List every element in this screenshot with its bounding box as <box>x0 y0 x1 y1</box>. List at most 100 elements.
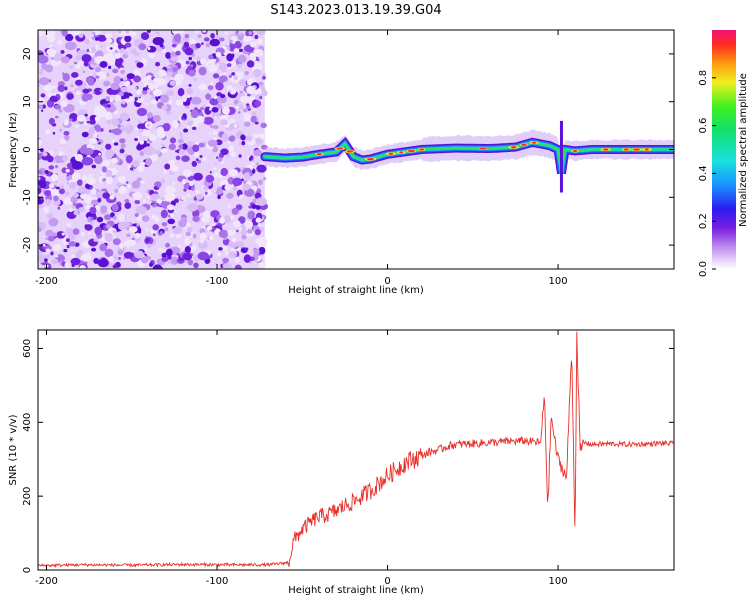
track-hotspot-core <box>346 150 354 153</box>
noise-speck <box>113 75 122 85</box>
noise-speck <box>112 238 121 246</box>
noise-speck <box>82 88 90 94</box>
noise-speck <box>65 168 70 173</box>
noise-speck <box>203 116 214 125</box>
noise-speck <box>171 56 178 62</box>
noise-speck <box>40 93 46 98</box>
noise-speck <box>246 60 255 68</box>
noise-speck <box>97 258 109 268</box>
noise-speck <box>119 148 125 154</box>
noise-speck <box>78 60 84 66</box>
noise-speck <box>64 262 70 268</box>
noise-speck <box>186 125 190 129</box>
noise-speck <box>130 48 137 55</box>
noise-speck <box>38 97 44 102</box>
noise-speck <box>38 30 44 37</box>
y-tick-label-top: -10 <box>22 189 33 205</box>
noise-speck <box>69 65 74 70</box>
noise-speck <box>45 248 51 253</box>
noise-speck <box>175 50 181 56</box>
noise-speck <box>237 63 243 69</box>
noise-speck <box>152 224 160 231</box>
noise-speck <box>228 251 237 258</box>
noise-speck <box>244 71 249 76</box>
noise-speck <box>181 143 188 150</box>
noise-speck <box>226 192 234 199</box>
noise-speck <box>253 149 262 157</box>
noise-speck <box>52 85 56 89</box>
noise-speck <box>193 172 203 181</box>
noise-speck <box>247 210 256 220</box>
noise-speck <box>203 186 209 191</box>
noise-speck <box>112 216 117 220</box>
noise-speck <box>242 35 249 43</box>
noise-speck <box>71 172 81 182</box>
noise-speck <box>88 134 93 139</box>
noise-speck <box>256 162 259 166</box>
noise-speck <box>41 62 48 70</box>
noise-speck <box>199 228 206 234</box>
x-tick-label-bottom: -200 <box>35 576 58 587</box>
snr-panel: -200 -100 0 100 0 200 400 600 Height of straigh… <box>8 329 675 596</box>
colorbar-gradient <box>712 30 736 269</box>
noise-speck <box>63 248 68 253</box>
noise-speck <box>258 261 266 269</box>
track-hotspot-core <box>316 153 322 156</box>
noise-speck <box>81 131 89 138</box>
noise-speck <box>219 217 226 224</box>
noise-speck <box>192 209 200 218</box>
noise-speck <box>233 48 240 53</box>
noise-speck <box>259 96 263 100</box>
noise-speck <box>103 74 107 78</box>
noise-speck <box>161 222 168 227</box>
noise-speck <box>152 88 163 97</box>
noise-speck <box>209 82 214 86</box>
noise-speck <box>180 216 188 225</box>
noise-speck <box>182 94 187 98</box>
noise-speck <box>38 187 42 194</box>
noise-speck <box>134 232 141 239</box>
noise-speck <box>262 75 266 80</box>
noise-speck <box>46 48 57 56</box>
noise-speck <box>219 112 223 116</box>
noise-speck <box>38 152 44 158</box>
noise-speck <box>233 123 238 128</box>
noise-speck <box>88 137 98 145</box>
track-hotspot-core <box>479 147 487 150</box>
noise-speck <box>66 93 74 100</box>
noise-speck <box>241 234 247 240</box>
noise-speck <box>39 147 44 153</box>
noise-speck <box>185 105 190 109</box>
track-halo <box>264 129 674 184</box>
noise-speck <box>156 126 165 135</box>
noise-speck <box>242 108 248 113</box>
noise-speck <box>166 90 175 96</box>
noise-speck <box>102 159 111 168</box>
noise-speck <box>186 87 193 95</box>
noise-speck <box>177 88 185 97</box>
noise-speck <box>182 252 193 261</box>
noise-speck <box>161 143 166 147</box>
noise-speck <box>221 245 228 252</box>
noise-speck <box>100 148 103 151</box>
noise-speck <box>186 194 191 198</box>
noise-speck <box>134 96 138 101</box>
noise-speck <box>141 215 150 222</box>
noise-speck <box>152 36 165 46</box>
noise-speck <box>93 257 100 264</box>
noise-speck <box>228 43 236 52</box>
noise-speck <box>188 69 196 77</box>
noise-speck <box>88 126 96 135</box>
chart-title: S143.2023.013.19.39.G04 <box>270 3 441 18</box>
noise-speck <box>111 139 115 144</box>
noise-speck <box>155 31 159 34</box>
noise-speck <box>93 124 102 133</box>
noise-speck <box>38 69 44 75</box>
noise-speck <box>237 104 244 110</box>
x-tick-label-top: 100 <box>549 276 568 287</box>
noise-speck <box>195 42 201 49</box>
noise-speck <box>140 255 149 264</box>
noise-speck <box>256 236 268 245</box>
noise-speck <box>178 149 186 155</box>
noise-speck <box>214 262 217 265</box>
